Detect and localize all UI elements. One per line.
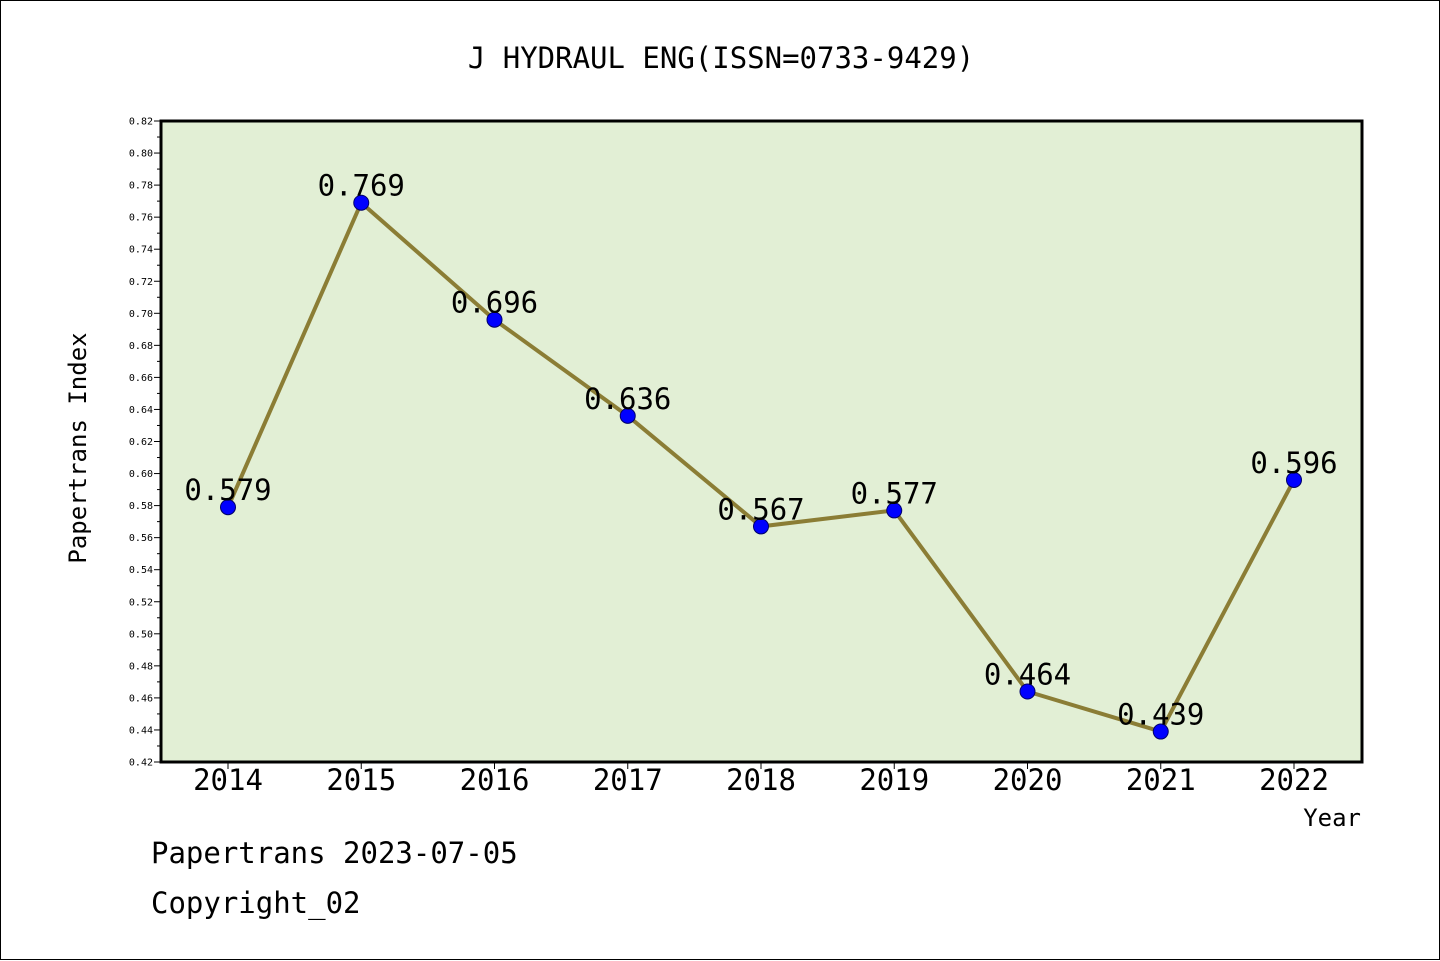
x-tick-label: 2016 (460, 763, 530, 797)
y-tick-label: 0.52 (129, 597, 153, 608)
data-label: 0.636 (584, 382, 671, 416)
y-tick-label: 0.66 (129, 373, 153, 384)
data-label: 0.567 (717, 492, 804, 526)
data-point-marker (1152, 723, 1169, 740)
series-data-labels: 0.579 0.769 0.696 0.636 0.567 0.577 0.464 0.439… (184, 169, 1337, 732)
footer-source-text: Papertrans 2023-07-05 (151, 836, 518, 870)
x-tick-label: 2015 (326, 763, 396, 797)
x-tick-label: 2018 (726, 763, 796, 797)
y-tick-label: 0.60 (129, 469, 153, 480)
data-label: 0.769 (318, 169, 405, 203)
y-tick-label: 0.72 (129, 277, 153, 288)
footer-copyright-text: Copyright_02 (151, 886, 361, 920)
y-tick-label: 0.42 (129, 758, 153, 769)
y-tick-label: 0.62 (129, 437, 153, 448)
y-tick-label: 0.78 (129, 181, 153, 192)
data-label: 0.596 (1250, 446, 1337, 480)
y-tick-label: 0.82 (129, 117, 153, 128)
x-axis: 2014 2015 2016 2017 2018 2019 2020 2021 2022 (193, 762, 1329, 797)
series-markers (220, 194, 1302, 740)
y-tick-label: 0.46 (129, 693, 153, 704)
data-label: 0.577 (851, 476, 938, 510)
data-label: 0.696 (451, 286, 538, 320)
x-axis-label: Year (1303, 804, 1361, 832)
x-tick-label: 2014 (193, 763, 263, 797)
x-tick-label: 2020 (993, 763, 1063, 797)
data-point-marker (619, 407, 636, 424)
data-point-marker (220, 499, 236, 516)
data-point-marker (753, 518, 769, 535)
x-tick-label: 2022 (1259, 763, 1329, 797)
y-tick-label: 0.76 (129, 213, 153, 224)
data-point-marker (1286, 471, 1302, 488)
y-tick-label: 0.74 (129, 245, 153, 256)
y-tick-label: 0.48 (129, 661, 153, 672)
y-tick-label: 0.56 (129, 533, 153, 544)
chart-title: J HYDRAUL ENG(ISSN=0733-9429) (468, 41, 974, 75)
y-tick-label: 0.54 (129, 565, 153, 576)
data-label: 0.464 (984, 657, 1071, 691)
x-tick-label: 2017 (593, 763, 663, 797)
y-tick-label: 0.80 (129, 149, 153, 160)
y-tick-label: 0.64 (129, 405, 153, 416)
data-point-marker (353, 194, 370, 211)
y-axis: 0.42 0.44 0.46 0.48 0.50 0.52 0.54 0.56 0.58 0.60… (129, 117, 161, 769)
y-tick-label: 0.68 (129, 341, 153, 352)
data-point-marker (1019, 683, 1036, 700)
plot-area (159, 119, 1364, 764)
data-point-marker (486, 311, 503, 328)
data-point-marker (886, 502, 903, 519)
data-label: 0.579 (184, 473, 271, 507)
x-tick-label: 2021 (1126, 763, 1196, 797)
y-tick-label: 0.58 (129, 501, 153, 512)
y-tick-label: 0.50 (129, 629, 153, 640)
y-tick-label: 0.70 (129, 309, 153, 320)
x-tick-label: 2019 (859, 763, 929, 797)
data-label: 0.439 (1117, 698, 1204, 732)
y-tick-label: 0.44 (129, 725, 153, 736)
y-axis-label: Papertrans Index (64, 332, 92, 563)
